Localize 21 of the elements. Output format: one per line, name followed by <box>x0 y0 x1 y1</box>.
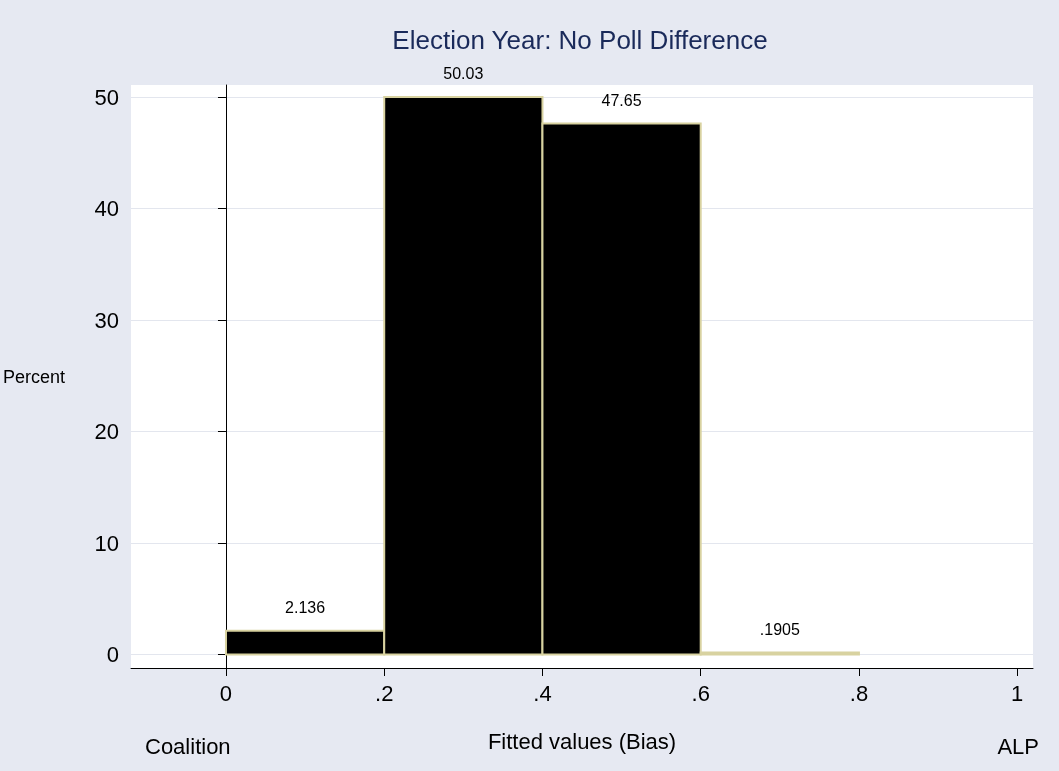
data-label: 2.136 <box>285 599 326 617</box>
y-tick-label: 50 <box>94 84 120 110</box>
data-label: 50.03 <box>443 65 484 83</box>
y-tick-label: 40 <box>94 196 120 222</box>
y-tick-label: 30 <box>94 307 120 333</box>
y-tick-label: 0 <box>106 642 120 668</box>
x-tick-label: .4 <box>533 680 552 706</box>
x-tick-label: .8 <box>849 680 869 706</box>
x-tick-label: .2 <box>375 680 394 706</box>
y-tick-label: 20 <box>94 419 120 445</box>
text: ALP <box>997 733 1040 759</box>
x-tick-label: 0 <box>219 680 233 706</box>
x-axis-title: Fitted values (Bias) <box>487 728 677 754</box>
y-axis-title: Percent <box>2 366 66 387</box>
data-label: .1905 <box>759 621 800 638</box>
y-tick-label: 10 <box>94 530 120 556</box>
data-label: 47.65 <box>601 91 642 109</box>
chart-title: Election Year: No Poll Difference <box>392 25 768 55</box>
x-tick-label: .6 <box>691 680 710 706</box>
text: Coalition <box>145 733 231 759</box>
x-tick-label: 1 <box>1011 680 1024 706</box>
